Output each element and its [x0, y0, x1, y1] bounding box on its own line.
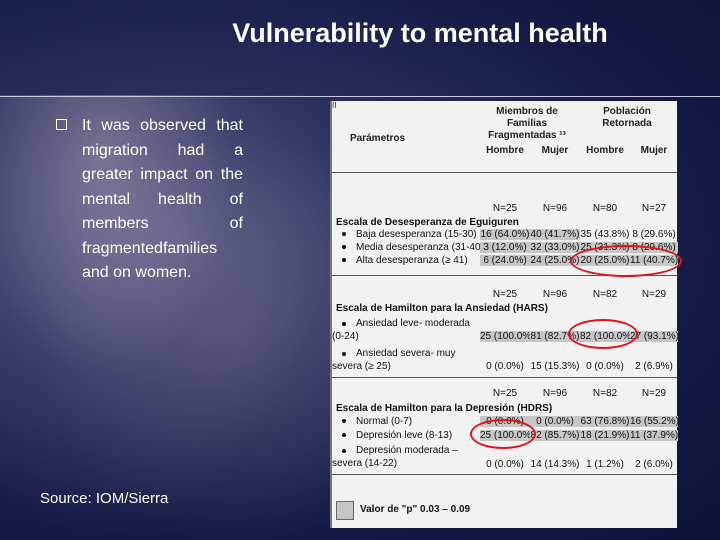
bullet-point: It was observed that migration had a gre… [58, 114, 243, 286]
bullet-text: It was observed that migration had a gre… [58, 114, 243, 286]
header-mujer-1: Mujer [530, 145, 580, 156]
header-parameters: Parámetros [350, 133, 450, 144]
n-cell: N=29 [630, 289, 678, 300]
n-cell: N=82 [580, 388, 630, 399]
legend-text: Valor de "p" 0.03 – 0.09 [360, 504, 470, 515]
n-cell: N=27 [630, 203, 678, 214]
n-cell: N=96 [530, 289, 580, 300]
n-cell: N=80 [580, 203, 630, 214]
title-divider [0, 96, 720, 97]
corner-mark: II [332, 101, 336, 110]
section-title-hopelessness: Escala de Desesperanza de Eguiguren [336, 217, 519, 228]
section-title-anxiety: Escala de Hamilton para la Ansiedad (HAR… [336, 303, 548, 314]
header-returned-population: Población Retornada [594, 106, 660, 130]
header-mujer-2: Mujer [630, 145, 678, 156]
section-title-depression: Escala de Hamilton para la Depresión (HD… [336, 403, 552, 414]
highlight-oval [570, 245, 682, 277]
highlight-oval [470, 419, 536, 449]
n-cell: N=82 [580, 289, 630, 300]
n-cell: N=25 [480, 203, 530, 214]
n-cell: N=25 [480, 289, 530, 300]
section-rule [332, 474, 677, 475]
slide-title: Vulnerability to mental health [160, 18, 680, 49]
results-table: II Miembros de Familias Fragmentadas ¹³ … [330, 101, 677, 528]
table-row: Ansiedad severa- muy severa (≥ 25) 0 (0.… [332, 347, 677, 373]
legend-swatch [336, 501, 354, 520]
highlight-oval [568, 319, 638, 349]
header-rule [332, 172, 677, 173]
n-cell: N=96 [530, 388, 580, 399]
source-note: Source: IOM/Sierra [40, 490, 168, 507]
table-row: Baja desesperanza (15-30) 16 (64.0%) 40 … [332, 229, 677, 241]
header-fragmented-families: Miembros de Familias Fragmentadas ¹³ [482, 106, 572, 142]
n-cell: N=25 [480, 388, 530, 399]
header-hombre-2: Hombre [580, 145, 630, 156]
n-cell: N=96 [530, 203, 580, 214]
checkbox-bullet-icon [56, 119, 67, 130]
section-rule [332, 377, 677, 378]
n-cell: N=29 [630, 388, 678, 399]
header-hombre-1: Hombre [480, 145, 530, 156]
